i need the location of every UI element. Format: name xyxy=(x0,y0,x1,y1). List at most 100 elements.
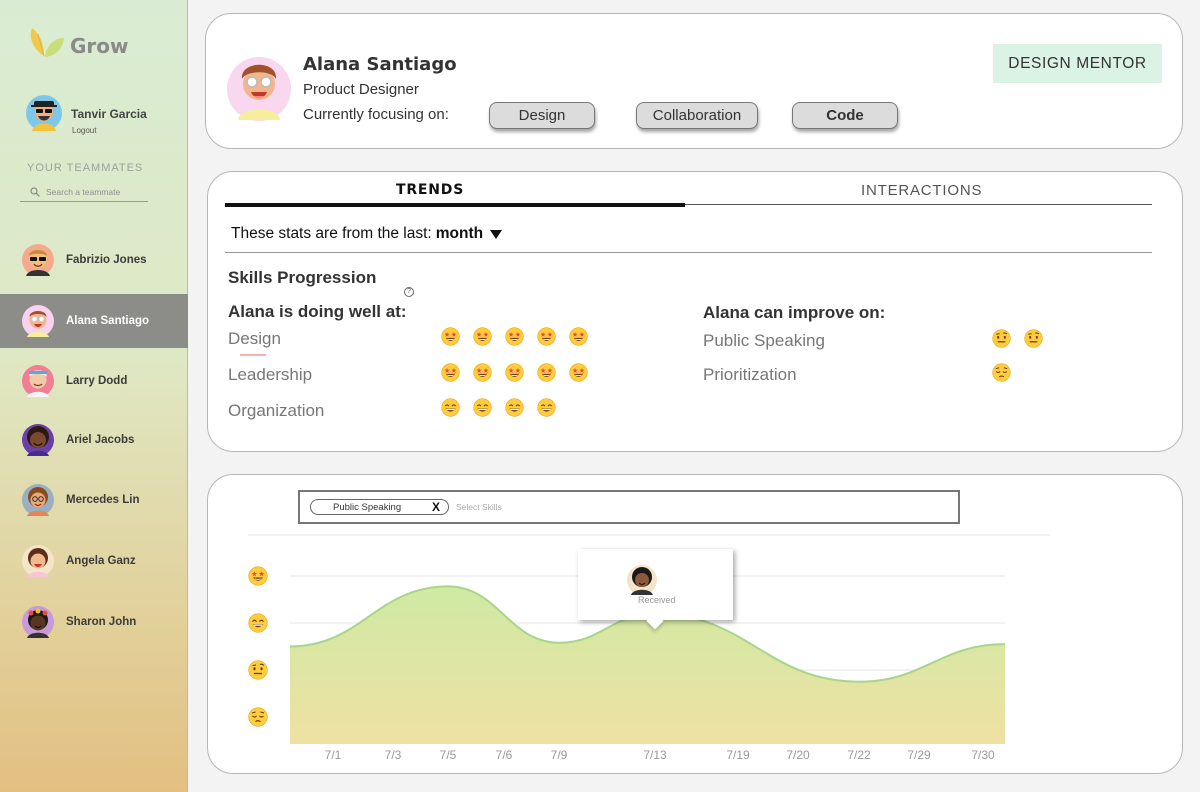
skill-select-placeholder[interactable]: Select Skills xyxy=(456,502,502,512)
strengths-title: Alana is doing well at: xyxy=(228,302,407,321)
user-name: Tanvir Garcia xyxy=(71,107,147,121)
y-level-star-struck-icon xyxy=(248,566,268,586)
star-struck-emoji-icon xyxy=(473,363,492,382)
selected-skill-chip[interactable]: Public Speaking X xyxy=(310,499,449,515)
pensive-emoji-icon xyxy=(992,363,1011,382)
skill-underline xyxy=(240,354,266,356)
skill-label-prioritization: Prioritization xyxy=(703,365,797,384)
skill-level-leadership xyxy=(441,363,601,382)
avatar xyxy=(22,244,54,276)
skill-level-organization xyxy=(441,398,569,417)
trends-card: TRENDS INTERACTIONS These stats are from… xyxy=(207,171,1183,452)
skill-label-organization: Organization xyxy=(228,401,325,420)
sidebar-item-angela-ganz[interactable]: Angela Ganz xyxy=(0,534,188,588)
star-struck-emoji-icon xyxy=(569,327,588,346)
x-tick-label: 7/3 xyxy=(385,748,402,762)
profile-card: Alana Santiago Product Designer Currentl… xyxy=(205,13,1183,149)
x-tick-label: 7/29 xyxy=(907,748,931,762)
avatar xyxy=(26,95,62,131)
caret-down-icon[interactable] xyxy=(490,229,503,239)
star-struck-emoji-icon xyxy=(569,363,588,382)
sidebar-item-larry-dodd[interactable]: Larry Dodd xyxy=(0,354,188,408)
chart-tooltip: Received xyxy=(578,549,733,620)
sidebar-item-mercedes-lin[interactable]: Mercedes Lin xyxy=(0,473,188,527)
period-dropdown[interactable]: month xyxy=(435,225,484,242)
focus-chip-code[interactable]: Code xyxy=(792,102,898,129)
skill-label-public-speaking: Public Speaking xyxy=(703,331,825,350)
x-tick-label: 7/5 xyxy=(440,748,457,762)
skill-trend-chart: 7/1 7/3 7/5 7/6 7/9 7/13 7/19 7/20 7/22 7/29 7/30 xyxy=(248,534,1050,762)
avatar xyxy=(627,565,657,595)
app-name: Grow xyxy=(70,34,129,58)
teammate-name: Alana Santiago xyxy=(66,315,150,327)
avatar xyxy=(22,305,54,337)
x-tick-label: 7/19 xyxy=(726,748,750,762)
logout-link[interactable]: Logout xyxy=(72,126,97,135)
search-input[interactable] xyxy=(46,186,146,197)
star-struck-emoji-icon xyxy=(537,327,556,346)
focus-label: Currently focusing on: xyxy=(303,106,449,123)
sidebar-item-fabrizio-jones[interactable]: Fabrizio Jones xyxy=(0,233,188,287)
avatar xyxy=(22,484,54,516)
tooltip-text: Received xyxy=(638,595,676,605)
star-struck-emoji-icon xyxy=(505,363,524,382)
teammate-name: Larry Dodd xyxy=(66,375,128,387)
focus-chip-collaboration[interactable]: Collaboration xyxy=(636,102,758,129)
star-struck-emoji-icon xyxy=(505,327,524,346)
mentor-badge: DESIGN MENTOR xyxy=(993,44,1162,83)
avatar xyxy=(22,606,54,638)
x-tick-label: 7/20 xyxy=(786,748,810,762)
skill-filter[interactable]: Public Speaking X Select Skills xyxy=(298,490,960,524)
tab-divider xyxy=(225,204,1152,205)
improvements-title: Alana can improve on: xyxy=(703,303,886,322)
skill-label-leadership: Leadership xyxy=(228,365,313,384)
remove-skill-button[interactable]: X xyxy=(431,500,440,514)
y-level-pensive-icon xyxy=(248,707,268,727)
tab-trends[interactable]: TRENDS xyxy=(396,182,465,198)
skill-level-public-speaking xyxy=(992,329,1056,348)
avatar xyxy=(22,365,54,397)
active-tab-indicator xyxy=(225,203,685,207)
profile-role: Product Designer xyxy=(303,81,419,98)
sidebar-item-alana-santiago[interactable]: Alana Santiago xyxy=(0,294,188,348)
grinning-emoji-icon xyxy=(505,398,524,417)
x-tick-label: 7/1 xyxy=(325,748,342,762)
divider xyxy=(225,252,1152,253)
star-struck-emoji-icon xyxy=(441,363,460,382)
search-icon xyxy=(30,186,40,197)
grinning-emoji-icon xyxy=(537,398,556,417)
y-level-raised-eyebrow-icon xyxy=(248,660,268,680)
current-user: Tanvir Garcia Logout xyxy=(26,95,147,135)
profile-name: Alana Santiago xyxy=(303,54,457,75)
y-level-grinning-icon xyxy=(248,613,268,633)
tab-interactions[interactable]: INTERACTIONS xyxy=(861,182,983,199)
leaf-logo-icon xyxy=(30,28,64,57)
sidebar-item-sharon-john[interactable]: Sharon John xyxy=(0,595,188,649)
raised-eyebrow-emoji-icon xyxy=(1024,329,1043,348)
x-tick-label: 7/6 xyxy=(496,748,513,762)
teammates-title: YOUR TEAMMATES xyxy=(27,162,144,174)
teammate-search[interactable] xyxy=(20,182,148,202)
skill-chart-card: 7/1 7/3 7/5 7/6 7/9 7/13 7/19 7/20 7/22 7/29 7/30 … xyxy=(207,474,1183,774)
series-line xyxy=(289,585,1006,683)
x-tick-label: 7/22 xyxy=(847,748,871,762)
teammate-name: Ariel Jacobs xyxy=(66,434,135,446)
selected-skill-label: Public Speaking xyxy=(333,501,402,513)
app-logo[interactable]: Grow xyxy=(26,26,129,60)
star-struck-emoji-icon xyxy=(473,327,492,346)
skill-level-prioritization xyxy=(992,363,1024,382)
sidebar-item-ariel-jacobs[interactable]: Ariel Jacobs xyxy=(0,413,188,467)
stats-period-row: These stats are from the last: month xyxy=(231,225,503,243)
help-icon[interactable]: ? xyxy=(404,287,414,297)
skill-level-design xyxy=(441,327,601,346)
grinning-emoji-icon xyxy=(441,398,460,417)
avatar xyxy=(22,424,54,456)
x-tick-label: 7/30 xyxy=(971,748,995,762)
teammate-name: Mercedes Lin xyxy=(66,494,140,506)
star-struck-emoji-icon xyxy=(441,327,460,346)
focus-chip-design[interactable]: Design xyxy=(489,102,595,129)
stats-prefix: These stats are from the last: xyxy=(231,225,432,242)
x-tick-label: 7/9 xyxy=(551,748,568,762)
skills-title: Skills Progression xyxy=(228,268,377,287)
teammate-name: Fabrizio Jones xyxy=(66,254,147,266)
